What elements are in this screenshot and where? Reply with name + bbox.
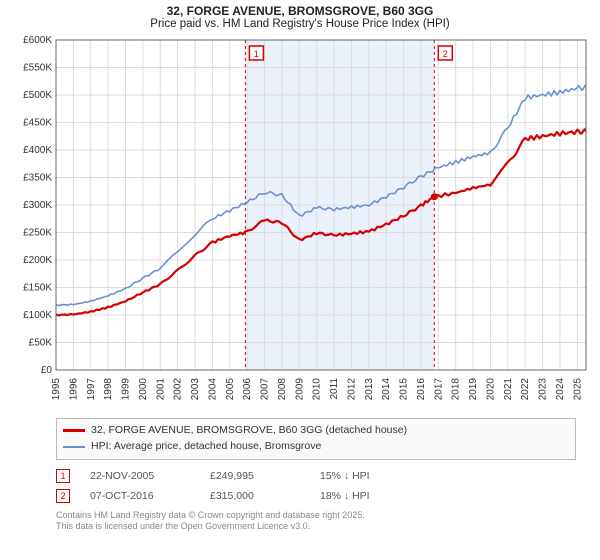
event-marker-box: 1 [56,469,70,483]
footer-attribution: Contains HM Land Registry data © Crown c… [56,510,576,533]
y-tick-label: £500K [23,90,52,101]
event-row: 1 22-NOV-2005 £249,995 15% ↓ HPI [56,466,576,486]
x-tick-label: 2010 [312,378,323,401]
legend-row: 32, FORGE AVENUE, BROMSGROVE, B60 3GG (d… [63,423,569,439]
x-tick-label: 2022 [520,378,531,401]
titles: 32, FORGE AVENUE, BROMSGROVE, B60 3GG Pr… [8,4,592,30]
legend-label: 32, FORGE AVENUE, BROMSGROVE, B60 3GG (d… [91,423,407,439]
x-tick-label: 2025 [572,378,583,401]
x-tick-label: 2009 [294,378,305,401]
y-tick-label: £250K [23,228,52,239]
y-tick-label: £600K [23,35,52,46]
x-tick-label: 2017 [433,378,444,401]
event-price: £315,000 [210,490,300,502]
chart-container: 32, FORGE AVENUE, BROMSGROVE, B60 3GG Pr… [0,0,600,560]
x-tick-label: 2015 [399,378,410,401]
y-tick-label: £50K [29,338,53,349]
event-date: 07-OCT-2016 [90,490,190,502]
x-tick-label: 2003 [190,378,201,401]
y-tick-label: £400K [23,145,52,156]
x-tick-label: 2002 [173,378,184,401]
x-tick-label: 2013 [364,378,375,401]
x-tick-label: 2000 [138,378,149,401]
event-hpi: 18% ↓ HPI [320,490,420,502]
y-tick-label: £100K [23,310,52,321]
event-marker-label: 2 [443,49,448,59]
footer-line1: Contains HM Land Registry data © Crown c… [56,510,576,522]
x-tick-label: 2023 [538,378,549,401]
x-tick-label: 1997 [86,378,97,401]
y-tick-label: £550K [23,63,52,74]
y-tick-label: £0 [41,365,53,376]
y-tick-label: £350K [23,173,52,184]
title-subtitle: Price paid vs. HM Land Registry's House … [8,18,592,30]
x-tick-label: 2005 [225,378,236,401]
legend-row: HPI: Average price, detached house, Brom… [63,439,569,455]
legend: 32, FORGE AVENUE, BROMSGROVE, B60 3GG (d… [56,418,576,460]
event-date: 22-NOV-2005 [90,470,190,482]
x-tick-label: 2020 [485,378,496,401]
x-tick-label: 2019 [468,378,479,401]
x-tick-label: 1995 [51,378,62,401]
x-tick-label: 2008 [277,378,288,401]
x-tick-label: 1998 [103,378,114,401]
footer-line2: This data is licensed under the Open Gov… [56,521,576,533]
x-tick-label: 1999 [121,378,132,401]
x-tick-label: 2001 [155,378,166,401]
x-tick-label: 2024 [555,378,566,401]
event-marker-box: 2 [56,489,70,503]
x-tick-label: 2004 [207,378,218,401]
x-tick-label: 2016 [416,378,427,401]
x-tick-label: 2014 [381,378,392,401]
x-tick-label: 2018 [451,378,462,401]
y-tick-label: £300K [23,200,52,211]
event-marker-label: 1 [254,49,259,59]
plot-area: £0 £50K £100K £150K £200K £250K £300K £350K £400… [8,34,592,414]
y-tick-label: £150K [23,283,52,294]
events-table: 1 22-NOV-2005 £249,995 15% ↓ HPI 2 07-OCT-201… [56,466,576,506]
x-tick-label: 1996 [68,378,79,401]
event-hpi: 15% ↓ HPI [320,470,420,482]
x-tick-label: 2006 [242,378,253,401]
legend-swatch [63,429,85,432]
x-tick-label: 2012 [346,378,357,401]
legend-label: HPI: Average price, detached house, Brom… [91,439,321,455]
x-tick-label: 2007 [260,378,271,401]
event-row: 2 07-OCT-2016 £315,000 18% ↓ HPI [56,486,576,506]
x-tick-label: 2011 [329,378,340,400]
event-price: £249,995 [210,470,300,482]
y-tick-label: £450K [23,118,52,129]
title-address: 32, FORGE AVENUE, BROMSGROVE, B60 3GG [8,4,592,18]
x-tick-label: 2021 [503,378,514,401]
y-tick-label: £200K [23,255,52,266]
sale-point-marker [431,193,438,200]
legend-swatch [63,446,85,448]
line-chart-svg: £0 £50K £100K £150K £200K £250K £300K £350K £400… [8,34,592,414]
